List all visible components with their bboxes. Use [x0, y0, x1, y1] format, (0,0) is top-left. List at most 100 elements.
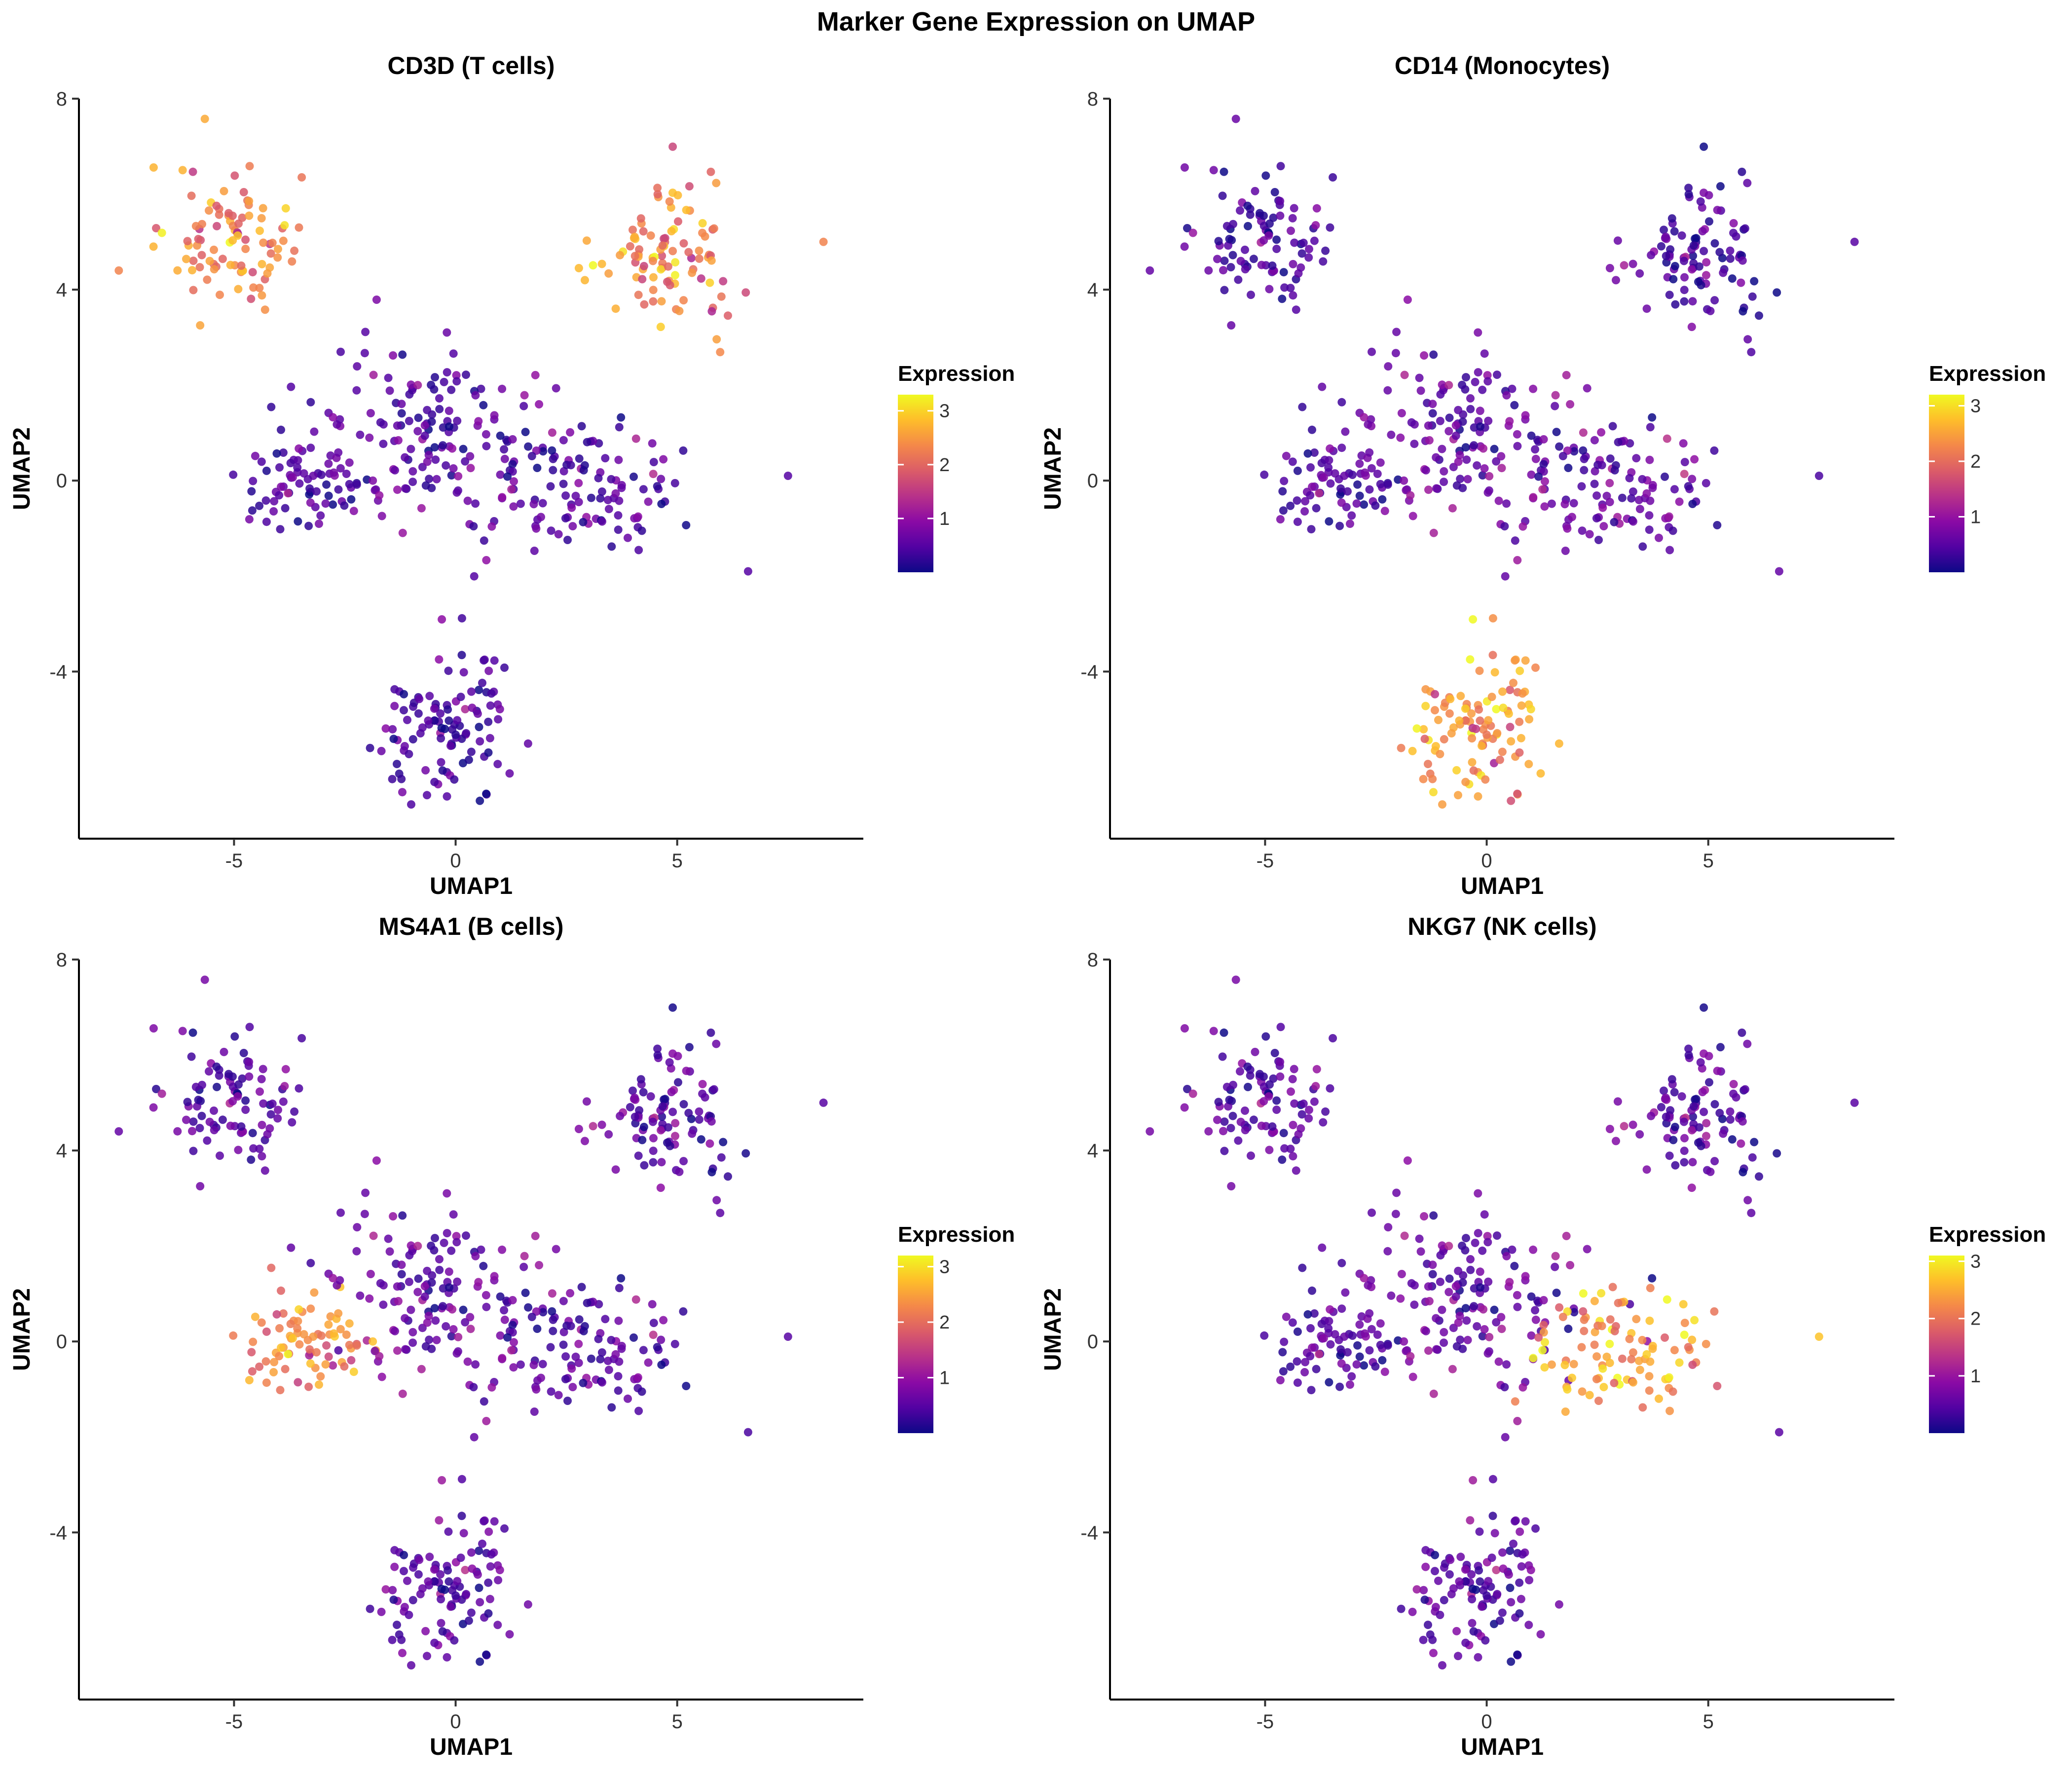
cell-point	[471, 1252, 480, 1260]
cell-point	[466, 1325, 475, 1333]
cell-point	[1458, 417, 1467, 426]
cell-point	[539, 447, 548, 456]
cell-point	[365, 433, 374, 442]
cell-point	[427, 1278, 436, 1287]
cell-point	[583, 1298, 592, 1307]
cell-point	[1719, 268, 1728, 277]
cell-point	[1188, 1089, 1197, 1098]
cell-point	[666, 1142, 674, 1150]
cell-point	[1613, 236, 1622, 245]
cell-point	[183, 237, 192, 246]
cell-point	[388, 1586, 397, 1594]
cell-point	[484, 1578, 493, 1587]
cell-point	[1698, 227, 1707, 236]
cell-point	[487, 1550, 496, 1559]
cell-point	[245, 515, 254, 524]
cell-point	[1599, 522, 1608, 531]
cell-point	[407, 800, 415, 809]
cell-point	[1564, 1325, 1573, 1333]
cell-point	[1551, 1262, 1559, 1271]
cell-point	[249, 283, 258, 292]
cell-point	[1475, 1566, 1483, 1575]
cell-point	[1580, 1327, 1589, 1335]
cell-point	[258, 1120, 266, 1129]
cell-point	[408, 467, 417, 476]
cell-point	[1337, 444, 1346, 452]
cell-point	[1420, 1212, 1429, 1221]
cell-point	[324, 491, 333, 500]
cell-point	[657, 500, 666, 508]
cell-point	[1646, 1357, 1655, 1366]
y-tick-label: 4	[56, 279, 67, 301]
cell-point	[1478, 741, 1486, 750]
cell-point	[1337, 498, 1346, 507]
cell-point	[1583, 384, 1591, 393]
cell-point	[1424, 760, 1432, 769]
cell-point	[1590, 480, 1599, 488]
cell-point	[1645, 511, 1654, 520]
cell-point	[1410, 1300, 1419, 1309]
cell-point	[695, 1107, 703, 1116]
cell-point	[1214, 237, 1223, 246]
cell-point	[1429, 1389, 1438, 1398]
cell-point	[1326, 1305, 1334, 1314]
cell-point	[149, 1024, 158, 1033]
cell-point	[1738, 1028, 1746, 1037]
cell-point	[444, 666, 453, 675]
cell-point	[575, 454, 584, 463]
cell-point	[1739, 1168, 1747, 1177]
cell-point	[500, 454, 509, 463]
y-tick-label: 4	[56, 1140, 67, 1162]
cell-point	[1276, 211, 1285, 220]
cell-point	[377, 1607, 386, 1616]
cell-point	[1310, 236, 1319, 245]
cell-point	[707, 1168, 716, 1177]
cell-point	[667, 227, 676, 236]
cell-point	[251, 451, 259, 460]
cell-point	[1632, 1315, 1641, 1324]
cell-point	[597, 1348, 606, 1357]
cell-point	[212, 201, 221, 210]
cell-point	[712, 1196, 721, 1205]
cell-point	[288, 1118, 296, 1127]
cell-point	[1737, 1139, 1745, 1148]
cell-point	[1661, 1333, 1669, 1342]
cell-point	[1518, 1383, 1527, 1392]
cell-point	[1597, 1289, 1606, 1297]
cell-point	[1505, 417, 1514, 426]
cell-point	[493, 760, 502, 769]
cell-point	[401, 484, 410, 493]
cell-point	[397, 400, 406, 408]
cell-point	[481, 430, 490, 439]
cell-point	[1293, 466, 1302, 475]
cell-point	[444, 1527, 453, 1536]
cell-point	[1470, 1302, 1478, 1311]
cell-point	[495, 705, 504, 713]
cell-point	[430, 443, 439, 452]
cell-point	[389, 1212, 398, 1221]
cell-point	[688, 268, 697, 277]
cell-point	[425, 1335, 434, 1344]
cell-point	[1279, 1129, 1288, 1138]
cell-point	[674, 217, 682, 226]
cell-point	[566, 1322, 575, 1331]
cell-point	[1608, 422, 1617, 431]
cell-point	[1365, 448, 1374, 457]
cell-point	[1541, 477, 1549, 486]
cell-point	[1220, 1028, 1228, 1037]
cell-point	[1499, 703, 1508, 712]
cell-point	[559, 436, 568, 444]
cell-point	[473, 1570, 482, 1579]
cell-point	[443, 1229, 451, 1238]
cell-point	[1461, 704, 1470, 713]
cell-point	[393, 421, 402, 430]
cell-point	[1222, 222, 1231, 230]
cell-point	[559, 1328, 568, 1336]
cell-point	[1665, 1151, 1674, 1160]
cell-point	[464, 755, 473, 764]
cell-point	[1493, 729, 1502, 738]
cell-point	[1691, 1095, 1700, 1104]
cell-point	[398, 1649, 407, 1658]
cell-point	[1538, 1346, 1547, 1355]
cell-point	[581, 276, 589, 285]
